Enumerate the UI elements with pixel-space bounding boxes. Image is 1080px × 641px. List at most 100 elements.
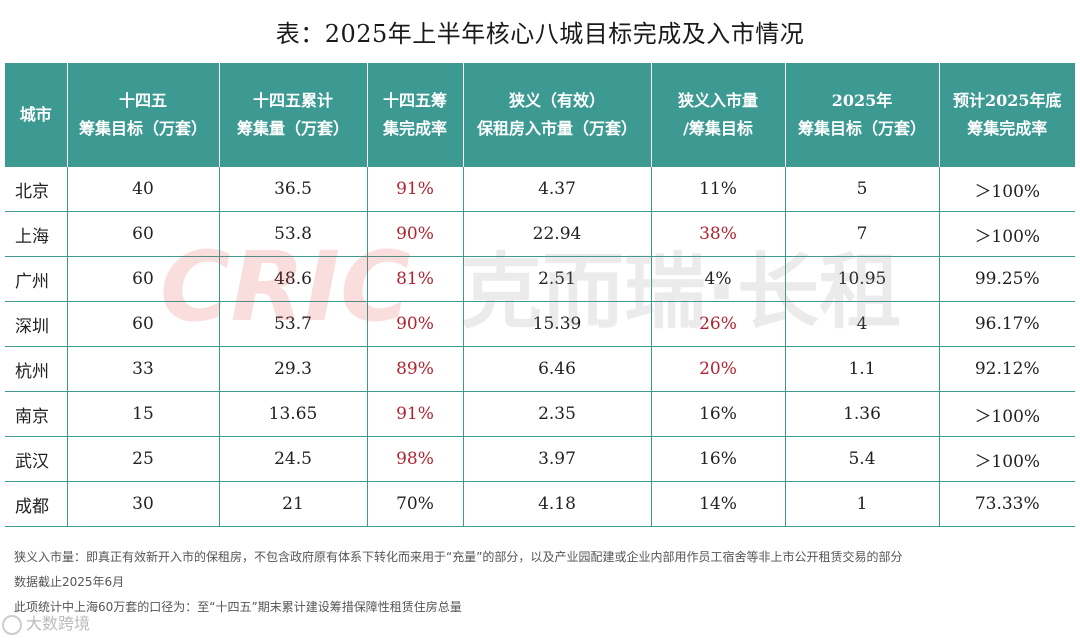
market-volume-cell: 2.35	[462, 391, 651, 437]
market-ratio-cell: 38%	[650, 211, 785, 257]
completion-rate-cell: 91%	[366, 167, 463, 212]
city-cell: 杭州	[5, 346, 67, 392]
cumulative-cell: 53.8	[218, 211, 367, 257]
target-cell: 60	[66, 301, 219, 347]
footnote-date: 数据截止2025年6月	[14, 575, 125, 589]
footnote-definition: 狭义入市量：即真正有效新开入市的保租房，不包含政府原有体系下转化而来用于“充量”…	[14, 550, 903, 564]
market-ratio-cell: 11%	[650, 167, 785, 212]
column-header: 狭义（有效） 保租房入市量（万套）	[462, 63, 651, 167]
city-cell: 南京	[5, 391, 67, 437]
forecast-rate-cell: 73.33%	[938, 481, 1075, 527]
column-header-line: 十四五筹	[382, 91, 447, 110]
completion-rate-cell: 89%	[366, 346, 463, 392]
column-header: 城市	[5, 63, 67, 167]
forecast-rate-cell: 92.12%	[938, 346, 1075, 392]
table-header-row: 城市 十四五 筹集目标（万套） 十四五累计 筹集量（万套） 十四五筹 集完成率 狭义（有效）保…	[5, 63, 1075, 167]
target-cell: 40	[66, 167, 219, 212]
column-header: 狭义入市量/筹集目标	[650, 63, 785, 167]
goal-2025-cell: 1.36	[784, 391, 939, 437]
target-cell: 25	[66, 436, 219, 482]
forecast-rate-cell: ＞100%	[938, 167, 1075, 212]
city-cell: 深圳	[5, 301, 67, 347]
forecast-rate-cell: 99.25%	[938, 256, 1075, 302]
table-row: 广州 60 48.6 81% 2.51 4% 10.95 99.25%	[5, 256, 1075, 302]
column-header: 十四五 筹集目标（万套）	[66, 63, 219, 167]
market-ratio-cell: 16%	[650, 436, 785, 482]
goal-2025-cell: 10.95	[784, 256, 939, 302]
city-cell: 广州	[5, 256, 67, 302]
cumulative-cell: 24.5	[218, 436, 367, 482]
data-table: 城市 十四五 筹集目标（万套） 十四五累计 筹集量（万套） 十四五筹 集完成率 狭义（有效）保…	[5, 63, 1075, 527]
table-row: 武汉 25 24.5 98% 3.97 16% 5.4 ＞100%	[5, 436, 1075, 482]
forecast-rate-cell: 96.17%	[938, 301, 1075, 347]
table-body: 北京 40 36.5 91% 4.37 11% 5 ＞100% 上海 60 53.8 90% 22.94…	[5, 167, 1075, 527]
cumulative-cell: 48.6	[218, 256, 367, 302]
completion-rate-cell: 70%	[366, 481, 463, 527]
completion-rate-cell: 98%	[366, 436, 463, 482]
column-header-line: 狭义入市量	[677, 91, 758, 110]
goal-2025-cell: 5	[784, 167, 939, 212]
goal-2025-cell: 4	[784, 301, 939, 347]
market-volume-cell: 22.94	[462, 211, 651, 257]
market-ratio-cell: 4%	[650, 256, 785, 302]
completion-rate-cell: 81%	[366, 256, 463, 302]
forecast-rate-cell: ＞100%	[938, 391, 1075, 437]
column-header-line: 筹集量（万套）	[236, 119, 349, 138]
column-header: 2025年筹集目标（万套）	[784, 63, 939, 167]
table-row: 北京 40 36.5 91% 4.37 11% 5 ＞100%	[5, 167, 1075, 212]
column-header: 预计2025年底 筹集完成率	[938, 63, 1075, 167]
city-cell: 成都	[5, 481, 67, 527]
target-cell: 33	[66, 346, 219, 392]
completion-rate-cell: 91%	[366, 391, 463, 437]
column-header-line: 筹集完成率	[967, 119, 1048, 138]
column-header-line: 保租房入市量（万套）	[476, 119, 637, 138]
goal-2025-cell: 5.4	[784, 436, 939, 482]
footnotes: 狭义入市量：即真正有效新开入市的保租房，不包含政府原有体系下转化而来用于“充量”…	[14, 545, 902, 620]
completion-rate-cell: 90%	[366, 301, 463, 347]
market-ratio-cell: 16%	[650, 391, 785, 437]
column-header-line: 筹集目标（万套）	[797, 119, 926, 138]
market-ratio-cell: 20%	[650, 346, 785, 392]
target-cell: 60	[66, 256, 219, 302]
column-header-line: 预计2025年底	[952, 91, 1062, 110]
market-ratio-cell: 14%	[650, 481, 785, 527]
table-row: 南京 15 13.65 91% 2.35 16% 1.36 ＞100%	[5, 391, 1075, 437]
target-cell: 30	[66, 481, 219, 527]
market-volume-cell: 6.46	[462, 346, 651, 392]
data-table-container: 城市 十四五 筹集目标（万套） 十四五累计 筹集量（万套） 十四五筹 集完成率 狭义（有效）保…	[5, 63, 1075, 527]
source-watermark: 大数跨境	[2, 610, 90, 635]
column-header-line: 狭义（有效）	[508, 91, 605, 110]
target-cell: 60	[66, 211, 219, 257]
cumulative-cell: 53.7	[218, 301, 367, 347]
completion-rate-cell: 90%	[366, 211, 463, 257]
city-cell: 北京	[5, 167, 67, 212]
column-header: 十四五筹 集完成率	[366, 63, 463, 167]
column-header-line: 2025年	[831, 91, 893, 110]
column-header-line: 集完成率	[382, 119, 447, 138]
cumulative-cell: 29.3	[218, 346, 367, 392]
table-row: 上海 60 53.8 90% 22.94 38% 7 ＞100%	[5, 211, 1075, 257]
column-header-line: 筹集目标（万套）	[78, 119, 207, 138]
market-ratio-cell: 26%	[650, 301, 785, 347]
goal-2025-cell: 1.1	[784, 346, 939, 392]
target-cell: 15	[66, 391, 219, 437]
column-header-line: 城市	[19, 105, 52, 124]
forecast-rate-cell: ＞100%	[938, 211, 1075, 257]
city-cell: 上海	[5, 211, 67, 257]
goal-2025-cell: 7	[784, 211, 939, 257]
cumulative-cell: 13.65	[218, 391, 367, 437]
market-volume-cell: 4.18	[462, 481, 651, 527]
weibo-icon	[2, 614, 22, 635]
market-volume-cell: 15.39	[462, 301, 651, 347]
column-header: 十四五累计 筹集量（万套）	[218, 63, 367, 167]
source-label: 大数跨境	[26, 614, 91, 633]
footnote-shanghai: 此项统计中上海60万套的口径为：至“十四五”期末累计建设筹措保障性租赁住房总量	[14, 600, 462, 614]
forecast-rate-cell: ＞100%	[938, 436, 1075, 482]
page-title: 表：2025年上半年核心八城目标完成及入市情况	[275, 20, 805, 48]
cumulative-cell: 36.5	[218, 167, 367, 212]
table-row: 杭州 33 29.3 89% 6.46 20% 1.1 92.12%	[5, 346, 1075, 392]
column-header-line: /筹集目标	[683, 119, 753, 138]
cumulative-cell: 21	[218, 481, 367, 527]
market-volume-cell: 2.51	[462, 256, 651, 302]
table-row: 深圳 60 53.7 90% 15.39 26% 4 96.17%	[5, 301, 1075, 347]
